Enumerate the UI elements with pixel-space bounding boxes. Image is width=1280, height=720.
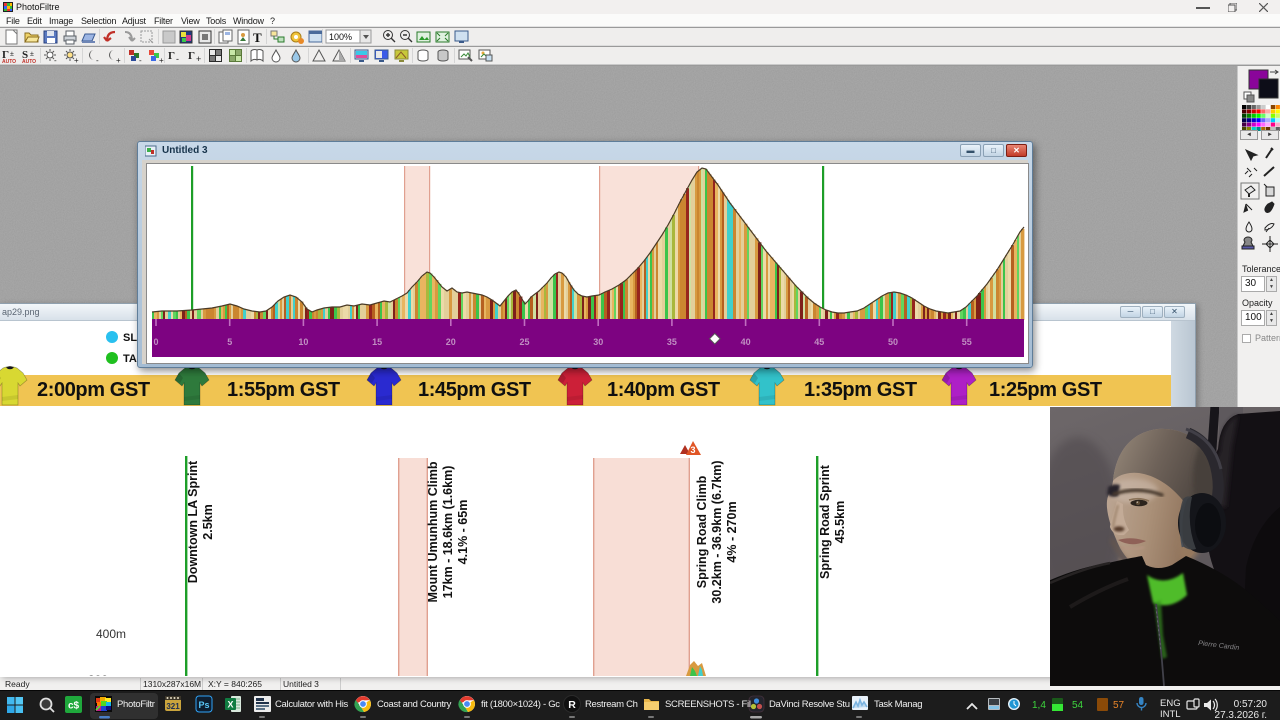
svg-text:-: -	[139, 56, 142, 65]
svg-text:X: X	[227, 700, 233, 710]
svg-text:2.5km: 2.5km	[201, 504, 215, 539]
svg-text:45: 45	[814, 337, 824, 347]
svg-text:TA: TA	[123, 353, 137, 365]
svg-text:55: 55	[962, 337, 972, 347]
svg-text:3: 3	[690, 445, 695, 455]
svg-text:Γ: Γ	[188, 50, 195, 62]
svg-text:300m: 300m	[88, 673, 118, 676]
svg-text:50: 50	[888, 337, 898, 347]
svg-text:AUTO: AUTO	[2, 59, 16, 65]
svg-text:400m: 400m	[96, 627, 126, 641]
svg-text:Spring Road Sprint: Spring Road Sprint	[818, 464, 832, 579]
svg-text:Mount Umunhum Climb: Mount Umunhum Climb	[426, 461, 440, 602]
svg-text:ENG: ENG	[1160, 698, 1181, 709]
svg-text:Ѕ: Ѕ	[22, 49, 28, 61]
svg-text:AUTO: AUTO	[22, 59, 36, 65]
svg-text:321: 321	[166, 702, 180, 711]
svg-text:10: 10	[298, 337, 308, 347]
svg-text:25: 25	[519, 337, 529, 347]
svg-text:17km - 18.6km (1.6km): 17km - 18.6km (1.6km)	[441, 466, 455, 599]
svg-text:15: 15	[372, 337, 382, 347]
svg-text:4.1% - 65m: 4.1% - 65m	[456, 500, 470, 565]
svg-text:SL: SL	[123, 332, 137, 344]
svg-text:R: R	[568, 699, 576, 711]
svg-text:4% - 270m: 4% - 270m	[725, 501, 739, 562]
svg-text:57: 57	[1113, 700, 1125, 711]
svg-text:1,4: 1,4	[1032, 700, 1046, 711]
svg-text:35: 35	[667, 337, 677, 347]
svg-text:c$: c$	[68, 701, 80, 712]
svg-text:30: 30	[593, 337, 603, 347]
svg-text:40: 40	[741, 337, 751, 347]
svg-text:±: ±	[30, 51, 34, 58]
svg-text:27.3.2026 г.: 27.3.2026 г.	[1215, 710, 1267, 720]
svg-text:±: ±	[10, 51, 14, 58]
svg-text:54: 54	[1072, 700, 1084, 711]
svg-text:+: +	[196, 54, 201, 64]
svg-text:Γ: Γ	[2, 49, 9, 61]
svg-text:Downtown LA Sprint: Downtown LA Sprint	[186, 460, 200, 583]
svg-text:Pierre Cardin: Pierre Cardin	[1198, 640, 1240, 652]
svg-text:100%: 100%	[329, 32, 352, 42]
svg-text:0: 0	[153, 337, 158, 347]
svg-text:INTL: INTL	[1160, 709, 1181, 720]
svg-text:Ps: Ps	[198, 700, 209, 710]
svg-text:-: -	[54, 56, 57, 65]
svg-text:-: -	[96, 56, 99, 65]
svg-text:30.2km - 36.9km (6.7km): 30.2km - 36.9km (6.7km)	[710, 460, 724, 603]
svg-text:+: +	[74, 56, 79, 65]
svg-text:T: T	[253, 30, 262, 45]
svg-text:+: +	[116, 56, 121, 65]
svg-text:Γ: Γ	[168, 50, 175, 62]
svg-text:45.5km: 45.5km	[833, 501, 847, 543]
svg-text:20: 20	[446, 337, 456, 347]
svg-text:-: -	[176, 54, 179, 64]
svg-text:5: 5	[227, 337, 232, 347]
svg-text:Spring Road Climb: Spring Road Climb	[695, 475, 709, 588]
svg-text:+: +	[159, 56, 164, 65]
svg-text:0:57:20: 0:57:20	[1234, 699, 1268, 710]
